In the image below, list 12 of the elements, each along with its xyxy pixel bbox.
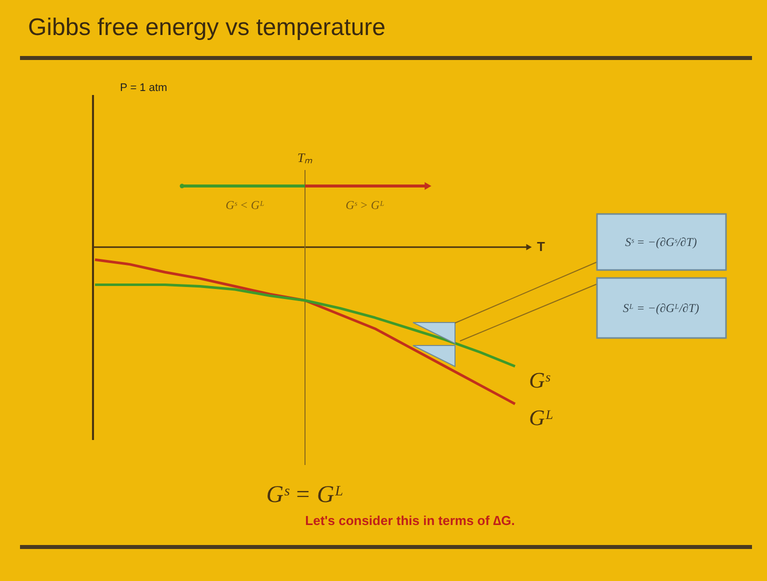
text: Sᴸ = −(∂Gᴸ/∂T)	[622, 301, 700, 315]
text: Gˢ < Gᴸ	[226, 198, 265, 212]
text: Tₘ	[297, 150, 313, 165]
text: P = 1 atm	[120, 82, 168, 94]
text: Gˢ = Gᴸ	[266, 482, 344, 508]
x-axis-title: T	[537, 239, 545, 254]
chart-title: Gibbs free energy vs temperature	[28, 14, 386, 41]
text: Sˢ = −(∂Gˢ/∂T)	[625, 235, 697, 249]
text: Let's consider this in terms of ∆G.	[305, 513, 515, 528]
text: Gˢ > Gᴸ	[346, 198, 385, 212]
series-label: Gᴸ	[529, 404, 554, 430]
series-label: Gˢ	[529, 367, 551, 392]
